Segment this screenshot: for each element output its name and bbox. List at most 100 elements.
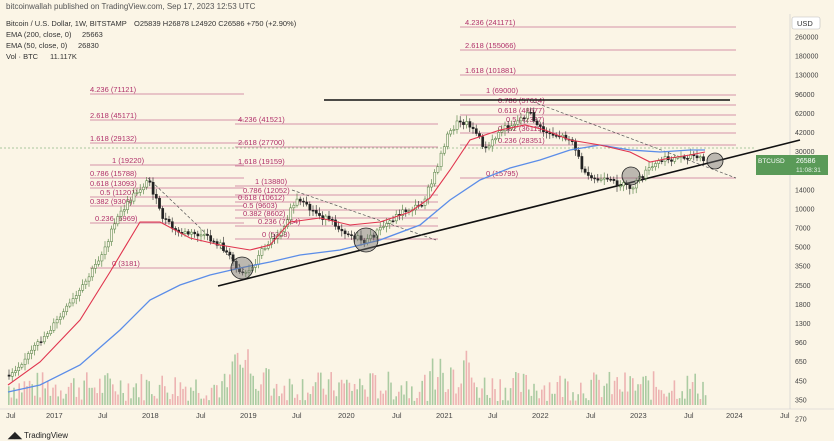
volume-bar [171, 394, 174, 405]
x-tick-label: Jul [6, 411, 16, 420]
candle [241, 271, 245, 274]
volume-bar [153, 395, 156, 405]
fib-label: 1.618 (29132) [90, 134, 137, 143]
volume-bar [65, 393, 67, 405]
fib-label: 0.236 (7354) [258, 217, 301, 226]
candle [359, 235, 363, 241]
volume-bar [138, 397, 140, 405]
volume-bar [663, 393, 665, 405]
currency-button[interactable] [791, 16, 821, 30]
volume-bar [221, 381, 223, 405]
candle [26, 353, 30, 360]
volume-bar [559, 375, 561, 405]
candle [39, 341, 43, 343]
volume-bar [421, 380, 423, 405]
y-tick-label: 1800 [795, 302, 811, 309]
volume-bar [572, 392, 574, 405]
y-tick-label: 270 [795, 417, 807, 424]
plot-area[interactable] [0, 14, 790, 409]
volume-bar [226, 387, 228, 405]
volume-bar [286, 400, 288, 405]
candle [378, 227, 382, 231]
y-tick-label: 10000 [795, 206, 815, 213]
candle [260, 248, 264, 256]
volume-bar [208, 400, 210, 405]
candle [142, 186, 145, 191]
volume-bar [450, 367, 452, 405]
volume-bar [611, 394, 613, 405]
publisher-text: bitcoinwallah published on TradingView.c… [6, 2, 256, 11]
price-axis[interactable]: 2600001800001300009600062000420003000020… [795, 35, 818, 424]
volume-bar [372, 373, 374, 405]
volume-bar [577, 394, 579, 405]
volume-bar [486, 394, 488, 405]
volume-bar [551, 393, 553, 405]
candle [468, 121, 472, 128]
volume-bar [502, 400, 504, 405]
volume-bar [361, 385, 364, 405]
legend-ema200: EMA (200, close, 0) [6, 30, 72, 39]
volume-bar [343, 383, 345, 405]
time-axis[interactable]: Jul 2017 Jul 2018 Jul 2019 Jul 2020 Jul 2021 Jul 20… [6, 411, 790, 420]
candle [593, 177, 597, 180]
trend-lines [0, 99, 801, 287]
volume-bar [174, 377, 176, 405]
candle [225, 250, 229, 253]
candle [372, 234, 376, 238]
candle [292, 204, 296, 209]
candle [698, 156, 702, 159]
y-tick-label: 350 [795, 397, 807, 404]
candle [385, 223, 389, 227]
y-tick-label: 1300 [795, 321, 811, 328]
volume-bar [699, 399, 702, 405]
candle [500, 130, 504, 133]
volume-bar [335, 396, 338, 405]
legend-ema200-value: 25663 [82, 30, 103, 39]
volume-bar [62, 398, 65, 405]
fib-label: 4.236 (241171) [465, 18, 516, 27]
volume-bar [338, 382, 340, 405]
candle [87, 276, 91, 282]
candle [618, 185, 622, 188]
legend-vol: Vol · BTC [6, 52, 39, 61]
candle [289, 207, 293, 221]
volume-bar [47, 380, 49, 405]
volume-bar [476, 387, 478, 405]
candle [78, 290, 81, 296]
candle [167, 218, 171, 222]
fib-levels: 4.236 (71121) 2.618 (45171) 1.618 (29132) 1… [90, 18, 736, 269]
candle [609, 178, 613, 181]
volume-bar [41, 372, 44, 405]
volume-bar [437, 377, 439, 405]
volume-bar [634, 390, 637, 405]
price-chart[interactable]: 4.236 (71121) 2.618 (45171) 1.618 (29132) 1… [0, 14, 834, 441]
volume-bar [353, 383, 356, 405]
volume-bar [169, 399, 171, 405]
y-tick-label: 14000 [795, 187, 815, 194]
volume-bar [15, 398, 18, 405]
candle [186, 231, 190, 235]
x-tick-label: Jul [392, 411, 402, 420]
volume-bar [340, 379, 343, 405]
volume-bar [528, 389, 530, 405]
candle [519, 117, 523, 122]
volume-bar [294, 397, 296, 405]
touch-circle [621, 166, 641, 186]
candle [615, 180, 619, 187]
candle [228, 251, 232, 256]
volume-bar [327, 379, 330, 405]
volume-bar [309, 394, 312, 405]
fib-label: 0.786 (15788) [90, 169, 137, 178]
currency-label: USD [797, 19, 813, 28]
volume-bar [210, 387, 213, 405]
y-tick-label: 960 [795, 340, 807, 347]
candle [247, 270, 251, 273]
candle [14, 370, 17, 373]
candle [612, 179, 616, 181]
volume-bar [236, 352, 239, 405]
volume-bar [73, 378, 75, 405]
volume-bar [538, 398, 540, 405]
candle [641, 176, 645, 179]
candle [526, 112, 529, 119]
y-tick-label: 650 [795, 359, 807, 366]
